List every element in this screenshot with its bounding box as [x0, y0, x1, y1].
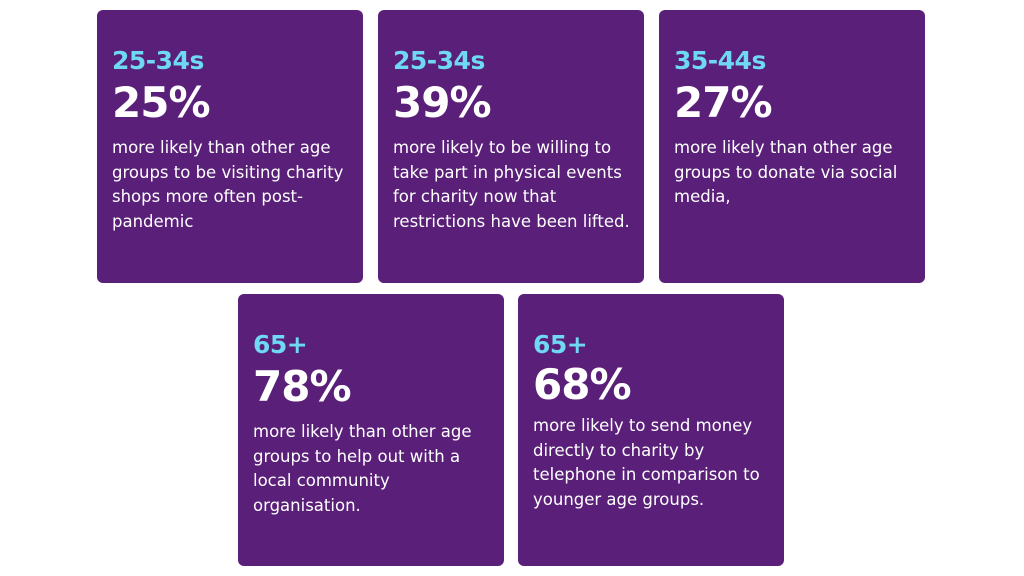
- stat-percentage: 39%: [393, 78, 492, 127]
- age-group-label: 25-34s: [112, 46, 204, 75]
- age-group-label: 65+: [533, 330, 588, 359]
- stat-description: more likely than other age groups to don…: [674, 138, 898, 206]
- stat-card-35-44-social-media: 35-44s 27% more likely than other age gr…: [659, 10, 925, 283]
- stat-description: more likely to be willing to take part i…: [393, 138, 630, 231]
- age-group-label: 65+: [253, 330, 308, 359]
- stat-percentage: 78%: [253, 362, 352, 411]
- age-group-label: 35-44s: [674, 46, 766, 75]
- stat-description: more likely than other age groups to hel…: [253, 422, 472, 515]
- stat-percentage: 68%: [533, 360, 632, 409]
- age-group-label: 25-34s: [393, 46, 485, 75]
- stat-percentage: 27%: [674, 78, 773, 127]
- stat-description: more likely to send money directly to ch…: [533, 416, 760, 509]
- stat-card-25-34-charity-shops: 25-34s 25% more likely than other age gr…: [97, 10, 363, 283]
- stat-percentage: 25%: [112, 78, 211, 127]
- stat-card-65-plus-community: 65+ 78% more likely than other age group…: [238, 294, 504, 566]
- stat-description: more likely than other age groups to be …: [112, 138, 344, 231]
- stat-card-25-34-physical-events: 25-34s 39% more likely to be willing to …: [378, 10, 644, 283]
- stat-card-65-plus-telephone: 65+ 68% more likely to send money direct…: [518, 294, 784, 566]
